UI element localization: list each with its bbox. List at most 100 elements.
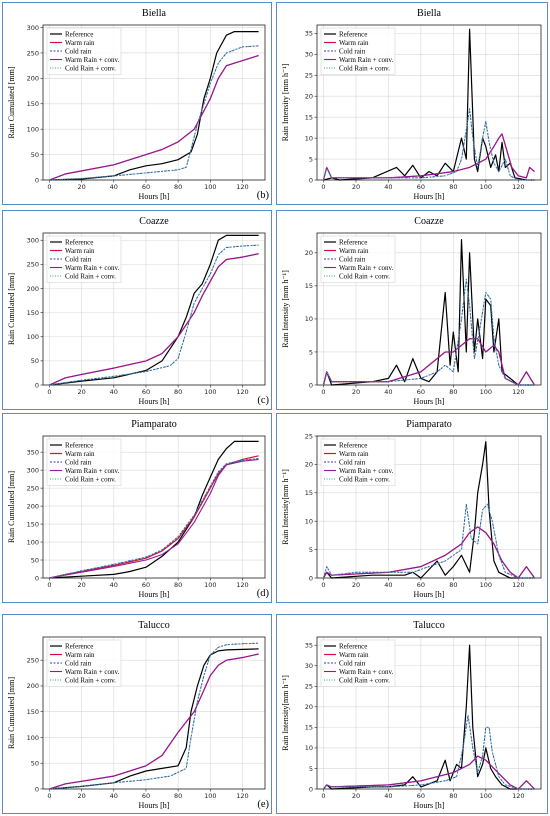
series-line-warmconv <box>49 458 259 579</box>
panel-coazze-intensity: Coazze 0 20 40 60 80 100 120 0 5 10 15 20 Hours [h] Ra… <box>276 210 548 410</box>
series-line-cold <box>49 45 259 181</box>
plot-frame <box>316 636 542 790</box>
y-axis-label: Rain Intensity [mm h⁻¹] <box>281 63 290 141</box>
x-tick-label: 80 <box>449 388 457 396</box>
legend-entry: Warm Rain + conv. <box>339 467 394 475</box>
panel-label: (b) <box>257 190 270 201</box>
x-tick-label: 20 <box>352 581 360 589</box>
y-tick-label: 0 <box>309 176 313 184</box>
x-axis-label: Hours [h] <box>139 590 170 599</box>
x-tick-label: 20 <box>352 792 360 800</box>
legend-entry: Reference <box>65 441 93 449</box>
legend-entry: Warm rain <box>339 247 369 255</box>
y-tick-label: 50 <box>31 760 39 768</box>
x-tick-label: 60 <box>142 388 150 396</box>
series-line-warmconv <box>323 526 535 579</box>
y-tick-label: 5 <box>309 765 313 773</box>
y-tick-label: 150 <box>27 309 39 317</box>
series-line-ref <box>49 440 259 579</box>
x-tick-label: 40 <box>110 388 118 396</box>
x-tick-label: 40 <box>110 792 118 800</box>
x-tick-label: 0 <box>321 388 325 396</box>
x-tick-label: 40 <box>384 183 392 191</box>
y-tick-label: 10 <box>305 744 313 752</box>
y-tick-label: 30 <box>305 662 313 670</box>
legend-entry: Reference <box>339 441 367 449</box>
legend-box <box>320 639 396 687</box>
legend-entry: Cold Rain + conv. <box>339 64 390 72</box>
x-tick-label: 40 <box>384 792 392 800</box>
panel-biella-intensity: Biella 0 20 40 60 80 100 120 0 5 10 15 20 25 30 35 Hours… <box>276 2 548 205</box>
y-tick-label: 25 <box>305 432 313 440</box>
x-tick-label: 80 <box>449 792 457 800</box>
x-tick-label: 80 <box>174 581 182 589</box>
series-line-warmconv <box>49 253 259 386</box>
y-tick-label: 30 <box>305 51 313 59</box>
series-line-coldconv <box>49 45 259 181</box>
legend-entry: Reference <box>65 642 93 650</box>
legend-entry: Reference <box>65 238 93 246</box>
chart-title: Biella <box>142 8 166 19</box>
x-axis-label: Hours [h] <box>414 192 445 201</box>
x-tick-label: 100 <box>480 792 492 800</box>
legend-box <box>320 438 396 486</box>
legend-entry: Cold Rain + conv. <box>65 64 116 72</box>
legend-entry: Reference <box>65 30 93 38</box>
legend-entry: Cold rain <box>339 47 366 55</box>
series-line-coldconv <box>323 503 535 579</box>
x-axis-label: Hours [h] <box>139 192 170 201</box>
x-axis-label: Hours [h] <box>414 397 445 406</box>
y-tick-label: 200 <box>27 285 39 293</box>
legend-entry: Warm Rain + conv. <box>339 668 394 676</box>
y-tick-label: 200 <box>27 75 39 83</box>
series-line-warmconv <box>322 133 535 181</box>
x-tick-label: 120 <box>236 183 248 191</box>
x-tick-label: 120 <box>512 792 524 800</box>
panel-biella-cumulated: Biella 0 20 40 60 80 100 120 0 50 100 150 200 250 300 H… <box>2 2 272 205</box>
chart-coazze-cumulated: Coazze 0 20 40 60 80 100 120 0 50 100 150 200 250 300 H… <box>7 216 270 406</box>
x-tick-label: 0 <box>321 581 325 589</box>
x-tick-label: 80 <box>174 792 182 800</box>
y-tick-label: 350 <box>27 448 39 456</box>
x-tick-label: 0 <box>47 183 51 191</box>
legend-entry: Warm rain <box>65 450 95 458</box>
chart-biella-cumulated: Biella 0 20 40 60 80 100 120 0 50 100 150 200 250 300 H… <box>7 8 270 201</box>
grid <box>43 25 265 181</box>
x-axis-label: Hours [h] <box>139 397 170 406</box>
y-tick-label: 35 <box>305 30 313 38</box>
x-tick-label: 0 <box>47 792 51 800</box>
legend-entry: Warm Rain + conv. <box>339 264 394 272</box>
series-line-coldconv <box>49 642 259 790</box>
legend-entry: Warm Rain + conv. <box>65 668 120 676</box>
series-line-warmconv <box>49 653 259 790</box>
chart-title: Piamparato <box>406 419 452 430</box>
y-axis-label: Rain Intensity[mm h⁻¹] <box>281 469 290 545</box>
panel-piamparato-intensity: Piamparato 0 20 40 60 80 100 120 0 5 10 15 20 25 Hours… <box>276 413 548 603</box>
series-line-ref <box>49 234 259 386</box>
series-line-coldconv <box>323 278 535 386</box>
x-tick-label: 120 <box>236 581 248 589</box>
legend-box <box>46 639 122 687</box>
x-tick-label: 60 <box>142 581 150 589</box>
y-tick-label: 10 <box>305 518 313 526</box>
x-tick-label: 60 <box>417 581 425 589</box>
legend-entry: Reference <box>339 238 367 246</box>
x-tick-label: 20 <box>77 388 85 396</box>
legend-entry: Reference <box>339 30 367 38</box>
x-tick-label: 120 <box>236 792 248 800</box>
y-tick-label: 20 <box>305 703 313 711</box>
y-tick-label: 0 <box>35 381 39 389</box>
series-line-coldconv <box>49 244 259 386</box>
x-tick-label: 0 <box>47 388 51 396</box>
x-tick-label: 80 <box>449 581 457 589</box>
x-tick-label: 100 <box>204 792 216 800</box>
x-tick-label: 60 <box>417 388 425 396</box>
legend-entry: Warm Rain + conv. <box>65 467 120 475</box>
y-tick-label: 100 <box>27 538 39 546</box>
series-line-ref <box>49 31 259 181</box>
plot-frame <box>316 232 542 386</box>
legend-box <box>46 438 122 486</box>
chart-biella-intensity: Biella 0 20 40 60 80 100 120 0 5 10 15 20 25 30 35 Hours… <box>281 8 542 201</box>
